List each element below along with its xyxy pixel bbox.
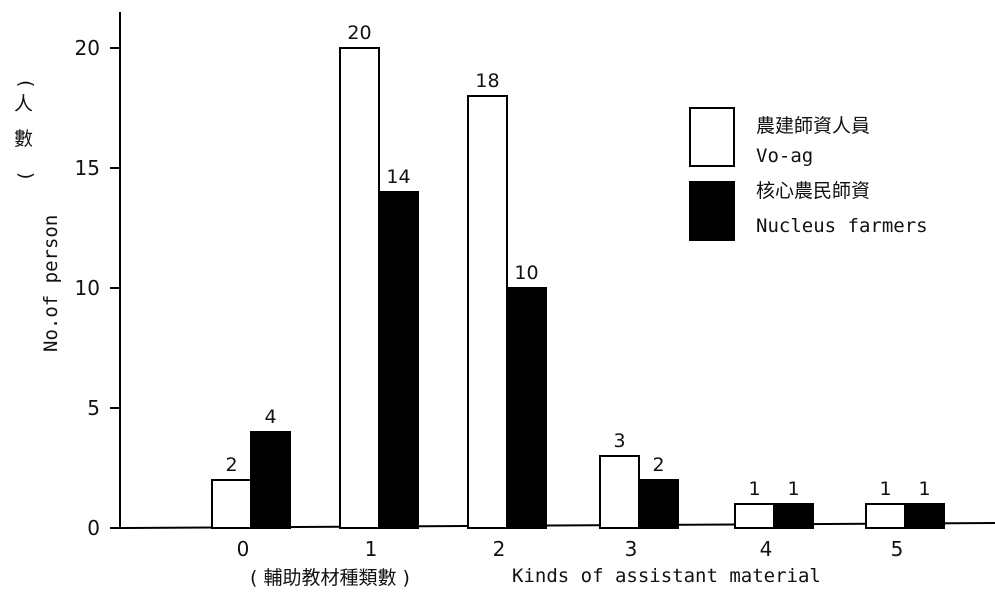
- y-tick-label: 20: [75, 36, 100, 60]
- data-label: 18: [475, 70, 499, 92]
- bar-vo-ag-5: [865, 503, 906, 529]
- data-label: 1: [748, 478, 760, 500]
- x-tick-label: 5: [891, 537, 904, 561]
- y-tick-label: 15: [75, 156, 100, 180]
- bar-vo-ag-2: [467, 95, 508, 529]
- x-tick-label: 1: [365, 537, 378, 561]
- y-axis-title-en: No.of person: [40, 215, 62, 352]
- y-title-cn-close: ): [15, 172, 37, 179]
- bar-nucleus-farmers-3: [638, 479, 679, 529]
- y-axis-title-cn: ( 人 數 ): [14, 80, 37, 179]
- data-label: 10: [514, 262, 538, 284]
- x-tick-label: 3: [625, 537, 638, 561]
- bar-nucleus-farmers-0: [250, 431, 291, 529]
- x-axis-title-en: Kinds of assistant material: [512, 565, 821, 587]
- legend: 農建師資人員 Vo-ag 核心農民師資 Nucleus farmers: [689, 107, 928, 241]
- y-tick-label: 0: [87, 516, 100, 540]
- y-title-cn-char2: 數: [14, 128, 33, 150]
- y-title-cn-char1: 人: [14, 93, 33, 115]
- data-label: 2: [652, 454, 664, 476]
- bar-vo-ag-4: [734, 503, 775, 529]
- data-label: 20: [347, 22, 371, 44]
- legend-label-nucleus-cn: 核心農民師資: [756, 180, 870, 202]
- x-tick-label: 4: [760, 537, 773, 561]
- data-label: 4: [264, 406, 276, 428]
- data-label: 2: [225, 454, 237, 476]
- x-tick-label: 2: [493, 537, 506, 561]
- bar-nucleus-farmers-4: [773, 503, 814, 529]
- data-label: 1: [787, 478, 799, 500]
- y-tick-label: 5: [87, 396, 100, 420]
- data-label: 1: [879, 478, 891, 500]
- y-tick-label: 10: [75, 276, 100, 300]
- bar-nucleus-farmers-1: [378, 191, 419, 529]
- legend-label-vo-ag-en: Vo-ag: [756, 145, 813, 167]
- data-label: 3: [613, 430, 625, 452]
- y-title-cn-open: (: [15, 80, 37, 87]
- x-axis-title-cn: ( 輔助教材種類數 ): [250, 567, 410, 589]
- bar-vo-ag-0: [211, 479, 252, 529]
- bar-vo-ag-1: [339, 47, 380, 529]
- legend-label-vo-ag-cn: 農建師資人員: [756, 115, 870, 137]
- data-label: 14: [386, 166, 410, 188]
- legend-swatch-vo-ag: [689, 107, 735, 167]
- bar-vo-ag-3: [599, 455, 640, 529]
- y-ticks: 0 5 10 15 20: [75, 36, 120, 540]
- data-label: 1: [918, 478, 930, 500]
- bar-nucleus-farmers-5: [904, 503, 945, 529]
- bar-nucleus-farmers-2: [506, 287, 547, 529]
- legend-label-nucleus-en: Nucleus farmers: [756, 215, 928, 237]
- x-tick-label: 0: [237, 537, 250, 561]
- legend-swatch-nucleus-farmers: [689, 181, 735, 241]
